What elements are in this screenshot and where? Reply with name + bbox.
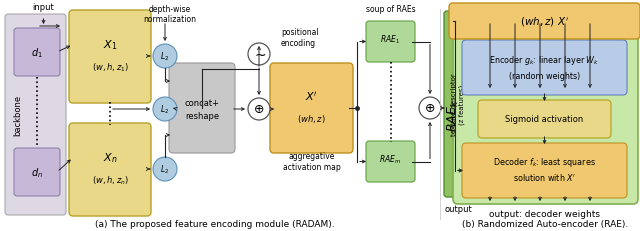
Text: Encoder $g_k$: linear layer $W_k$: Encoder $g_k$: linear layer $W_k$ [490,54,600,67]
Text: texture descriptor
(z features): texture descriptor (z features) [451,73,465,136]
Text: soup of RAEs: soup of RAEs [365,6,415,14]
FancyBboxPatch shape [5,15,66,215]
Circle shape [153,157,177,181]
Text: $L_2$: $L_2$ [161,51,170,63]
Text: output: decoder weights: output: decoder weights [489,210,600,219]
Text: $\sim$: $\sim$ [252,47,266,61]
Text: $L_2$: $L_2$ [161,163,170,176]
FancyBboxPatch shape [478,100,611,138]
FancyBboxPatch shape [453,7,638,204]
Text: $\oplus$: $\oplus$ [424,102,436,115]
Circle shape [419,97,441,119]
Text: aggregative
activation map: aggregative activation map [283,152,340,171]
Text: input: input [33,3,54,12]
Text: $L_2$: $L_2$ [161,103,170,116]
Text: $\oplus$: $\oplus$ [253,103,265,116]
Text: concat+: concat+ [184,99,220,108]
Text: Sigmoid activation: Sigmoid activation [506,115,584,124]
Circle shape [248,44,270,66]
Text: $RAE_k$: $RAE_k$ [445,99,461,132]
FancyBboxPatch shape [366,22,415,63]
Text: $X_n$: $X_n$ [103,151,117,165]
FancyBboxPatch shape [14,148,60,196]
Text: $(w, h, z_1)$: $(w, h, z_1)$ [92,61,129,73]
Text: reshape: reshape [185,112,219,121]
Text: $RAE_1$: $RAE_1$ [380,33,401,46]
Text: $RAE_m$: $RAE_m$ [380,153,402,165]
Text: $d_n$: $d_n$ [31,165,43,179]
Text: (b) Randomized Auto-encoder (RAE).: (b) Randomized Auto-encoder (RAE). [462,219,628,228]
Circle shape [248,99,270,121]
Circle shape [153,97,177,122]
FancyBboxPatch shape [69,123,151,216]
Text: backbone: backbone [13,94,22,135]
Text: Decoder $f_k$: least squares: Decoder $f_k$: least squares [493,155,596,168]
Text: (random weights): (random weights) [509,72,580,81]
FancyBboxPatch shape [462,143,627,198]
Text: positional
encoding: positional encoding [281,28,319,48]
FancyBboxPatch shape [169,64,235,153]
FancyBboxPatch shape [449,4,640,40]
FancyBboxPatch shape [270,64,353,153]
Text: $(w, h, z_n)$: $(w, h, z_n)$ [92,173,129,186]
FancyBboxPatch shape [444,12,472,197]
FancyBboxPatch shape [366,141,415,182]
Text: (a) The proposed feature encoding module (RADAM).: (a) The proposed feature encoding module… [95,219,335,228]
Text: $(wh, z)$: $(wh, z)$ [297,112,326,125]
Text: $X_1$: $X_1$ [103,38,117,52]
Text: depth-wise
normalization: depth-wise normalization [143,5,196,24]
Text: $X'$: $X'$ [305,90,318,103]
Text: $d_1$: $d_1$ [31,46,43,60]
FancyBboxPatch shape [14,29,60,77]
FancyBboxPatch shape [69,11,151,103]
Circle shape [153,45,177,69]
Text: $(wh, z)\ X'$: $(wh, z)\ X'$ [520,15,569,29]
Text: solution with $X'$: solution with $X'$ [513,171,576,182]
Text: output: output [444,205,472,214]
FancyBboxPatch shape [462,41,627,96]
